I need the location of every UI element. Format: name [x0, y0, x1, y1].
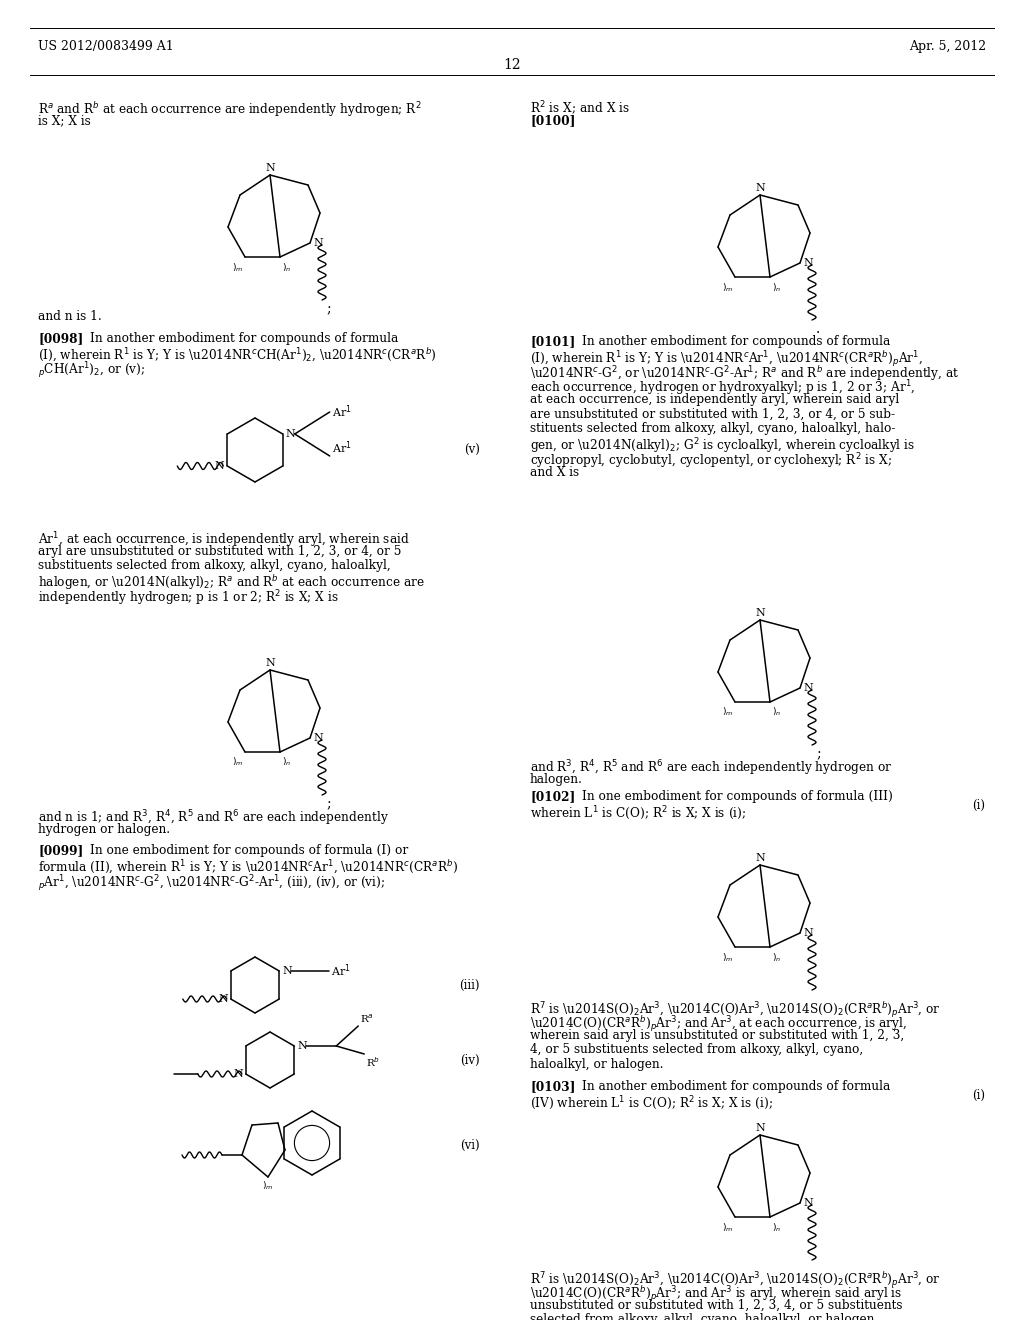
Text: N: N [265, 657, 274, 668]
Text: is X; X is: is X; X is [38, 115, 91, 128]
Text: selected from alkoxy, alkyl, cyano, haloalkyl, or halogen.: selected from alkoxy, alkyl, cyano, halo… [530, 1313, 879, 1320]
Text: [0101]: [0101] [530, 335, 575, 348]
Text: ;: ; [326, 797, 331, 810]
Text: (vi): (vi) [461, 1138, 480, 1151]
Text: N: N [755, 1123, 765, 1133]
Text: N: N [313, 733, 323, 743]
Text: independently hydrogen; p is 1 or 2; R$^2$ is X; X is: independently hydrogen; p is 1 or 2; R$^… [38, 587, 339, 607]
Text: Ar$^1$, at each occurrence, is independently aryl, wherein said: Ar$^1$, at each occurrence, is independe… [38, 531, 410, 549]
Text: In one embodiment for compounds of formula (III): In one embodiment for compounds of formu… [582, 789, 893, 803]
Text: Apr. 5, 2012: Apr. 5, 2012 [909, 40, 986, 53]
Text: $)_m$: $)_m$ [722, 706, 733, 718]
Text: 12: 12 [503, 58, 521, 73]
Text: (i): (i) [972, 800, 985, 812]
Text: N: N [313, 238, 323, 248]
Text: hydrogen or halogen.: hydrogen or halogen. [38, 822, 170, 836]
Text: $)_m$: $)_m$ [722, 281, 733, 293]
Text: $)_n$: $)_n$ [772, 706, 781, 718]
Text: $_p$CH(Ar$^1$)$_2$, or (v);: $_p$CH(Ar$^1$)$_2$, or (v); [38, 360, 145, 381]
Text: $)_n$: $)_n$ [772, 281, 781, 293]
Text: unsubstituted or substituted with 1, 2, 3, 4, or 5 substituents: unsubstituted or substituted with 1, 2, … [530, 1299, 902, 1312]
Text: and n is 1.: and n is 1. [38, 310, 101, 323]
Text: (iv): (iv) [461, 1053, 480, 1067]
Text: wherein said aryl is unsubstituted or substituted with 1, 2, 3,: wherein said aryl is unsubstituted or su… [530, 1030, 904, 1041]
Text: [0098]: [0098] [38, 331, 83, 345]
Text: $)_n$: $)_n$ [772, 950, 781, 964]
Text: $)_n$: $)_n$ [282, 756, 291, 768]
Text: R$^a$ and R$^b$ at each occurrence are independently hydrogen; R$^2$: R$^a$ and R$^b$ at each occurrence are i… [38, 100, 422, 119]
Text: In another embodiment for compounds of formula: In another embodiment for compounds of f… [582, 1080, 891, 1093]
Text: 4, or 5 substituents selected from alkoxy, alkyl, cyano,: 4, or 5 substituents selected from alkox… [530, 1044, 863, 1056]
Text: \u2014C(O)(CR$^a$R$^b$)$_p$Ar$^3$; and Ar$^3$, at each occurrence, is aryl,: \u2014C(O)(CR$^a$R$^b$)$_p$Ar$^3$; and A… [530, 1015, 907, 1035]
Text: In another embodiment for compounds of formula: In another embodiment for compounds of f… [582, 335, 891, 348]
Text: ;: ; [816, 747, 820, 762]
Text: wherein L$^1$ is C(O); R$^2$ is X; X is (i);: wherein L$^1$ is C(O); R$^2$ is X; X is … [530, 804, 746, 822]
Text: aryl are unsubstituted or substituted with 1, 2, 3, or 4, or 5: aryl are unsubstituted or substituted wi… [38, 544, 401, 557]
Text: (I), wherein R$^1$ is Y; Y is \u2014NR$^c$Ar$^1$, \u2014NR$^c$(CR$^a$R$^b$)$_p$A: (I), wherein R$^1$ is Y; Y is \u2014NR$^… [530, 350, 924, 370]
Text: US 2012/0083499 A1: US 2012/0083499 A1 [38, 40, 174, 53]
Text: are unsubstituted or substituted with 1, 2, 3, or 4, or 5 sub-: are unsubstituted or substituted with 1,… [530, 408, 895, 421]
Text: R$^a$: R$^a$ [360, 1012, 374, 1026]
Text: gen, or \u2014N(alkyl)$_2$; G$^2$ is cycloalkyl, wherein cycloalkyl is: gen, or \u2014N(alkyl)$_2$; G$^2$ is cyc… [530, 437, 915, 457]
Text: N: N [297, 1041, 307, 1051]
Text: $_p$Ar$^1$, \u2014NR$^c$-G$^2$, \u2014NR$^c$-G$^2$-Ar$^1$, (iii), (iv), or (vi);: $_p$Ar$^1$, \u2014NR$^c$-G$^2$, \u2014NR… [38, 874, 385, 894]
Text: R$^7$ is \u2014S(O)$_2$Ar$^3$, \u2014C(O)Ar$^3$, \u2014S(O)$_2$(CR$^a$R$^b$)$_p$: R$^7$ is \u2014S(O)$_2$Ar$^3$, \u2014C(O… [530, 1270, 941, 1290]
Text: R$^b$: R$^b$ [367, 1055, 380, 1069]
Text: [0102]: [0102] [530, 789, 575, 803]
Text: each occurrence, hydrogen or hydroxyalkyl; p is 1, 2 or 3; Ar$^1$,: each occurrence, hydrogen or hydroxyalky… [530, 379, 915, 399]
Text: halogen.: halogen. [530, 772, 583, 785]
Text: N: N [755, 609, 765, 618]
Text: N: N [215, 461, 224, 471]
Text: $)_m$: $)_m$ [722, 950, 733, 964]
Text: and n is 1; and R$^3$, R$^4$, R$^5$ and R$^6$ are each independently: and n is 1; and R$^3$, R$^4$, R$^5$ and … [38, 808, 389, 828]
Text: $)_m$: $)_m$ [722, 1221, 733, 1233]
Text: haloalkyl, or halogen.: haloalkyl, or halogen. [530, 1059, 664, 1071]
Text: (iii): (iii) [460, 978, 480, 991]
Text: $)_n$: $)_n$ [772, 1221, 781, 1233]
Text: (IV) wherein L$^1$ is C(O); R$^2$ is X; X is (i);: (IV) wherein L$^1$ is C(O); R$^2$ is X; … [530, 1094, 773, 1111]
Text: stituents selected from alkoxy, alkyl, cyano, haloalkyl, halo-: stituents selected from alkoxy, alkyl, c… [530, 422, 895, 436]
Text: In another embodiment for compounds of formula: In another embodiment for compounds of f… [90, 331, 398, 345]
Text: N: N [218, 994, 227, 1005]
Text: cyclopropyl, cyclobutyl, cyclopentyl, or cyclohexyl; R$^2$ is X;: cyclopropyl, cyclobutyl, cyclopentyl, or… [530, 451, 892, 471]
Text: substituents selected from alkoxy, alkyl, cyano, haloalkyl,: substituents selected from alkoxy, alkyl… [38, 558, 391, 572]
Text: N: N [283, 966, 292, 975]
Text: (I), wherein R$^1$ is Y; Y is \u2014NR$^c$CH(Ar$^1$)$_2$, \u2014NR$^c$(CR$^a$R$^: (I), wherein R$^1$ is Y; Y is \u2014NR$^… [38, 346, 436, 363]
Text: In one embodiment for compounds of formula (I) or: In one embodiment for compounds of formu… [90, 845, 409, 857]
Text: \u2014NR$^c$-G$^2$, or \u2014NR$^c$-G$^2$-Ar$^1$; R$^a$ and R$^b$ are independen: \u2014NR$^c$-G$^2$, or \u2014NR$^c$-G$^2… [530, 364, 959, 383]
Text: N: N [286, 429, 296, 440]
Text: at each occurrence, is independently aryl, wherein said aryl: at each occurrence, is independently ary… [530, 393, 899, 407]
Text: and R$^3$, R$^4$, R$^5$ and R$^6$ are each independently hydrogen or: and R$^3$, R$^4$, R$^5$ and R$^6$ are ea… [530, 758, 892, 777]
Text: Ar$^1$: Ar$^1$ [332, 404, 351, 420]
Text: $)_m$: $)_m$ [231, 756, 243, 768]
Text: N: N [755, 183, 765, 193]
Text: $)_m$: $)_m$ [231, 261, 243, 273]
Text: and X is: and X is [530, 466, 580, 479]
Text: [0100]: [0100] [530, 115, 575, 128]
Text: halogen, or \u2014N(alkyl)$_2$; R$^a$ and R$^b$ at each occurrence are: halogen, or \u2014N(alkyl)$_2$; R$^a$ an… [38, 573, 425, 593]
Text: R$^2$ is X; and X is: R$^2$ is X; and X is [530, 100, 630, 117]
Text: ;: ; [326, 302, 331, 315]
Text: N: N [803, 928, 813, 939]
Text: (i): (i) [972, 1089, 985, 1102]
Text: N: N [233, 1069, 243, 1078]
Text: [0099]: [0099] [38, 845, 83, 857]
Text: .: . [816, 322, 820, 337]
Text: (v): (v) [464, 444, 480, 457]
Text: N: N [265, 162, 274, 173]
Text: N: N [803, 257, 813, 268]
Text: formula (II), wherein R$^1$ is Y; Y is \u2014NR$^c$Ar$^1$, \u2014NR$^c$(CR$^a$R$: formula (II), wherein R$^1$ is Y; Y is \… [38, 859, 458, 876]
Text: Ar$^1$: Ar$^1$ [332, 440, 351, 455]
Text: Ar$^1$: Ar$^1$ [331, 962, 351, 979]
Text: \u2014C(O)(CR$^a$R$^b$)$_p$Ar$^3$; and Ar$^3$ is aryl, wherein said aryl is: \u2014C(O)(CR$^a$R$^b$)$_p$Ar$^3$; and A… [530, 1284, 902, 1304]
Text: $)_m$: $)_m$ [262, 1180, 273, 1192]
Text: N: N [803, 682, 813, 693]
Text: N: N [803, 1199, 813, 1208]
Text: R$^7$ is \u2014S(O)$_2$Ar$^3$, \u2014C(O)Ar$^3$, \u2014S(O)$_2$(CR$^a$R$^b$)$_p$: R$^7$ is \u2014S(O)$_2$Ar$^3$, \u2014C(O… [530, 1001, 941, 1020]
Text: $)_n$: $)_n$ [282, 261, 291, 273]
Text: [0103]: [0103] [530, 1080, 575, 1093]
Text: N: N [755, 853, 765, 863]
